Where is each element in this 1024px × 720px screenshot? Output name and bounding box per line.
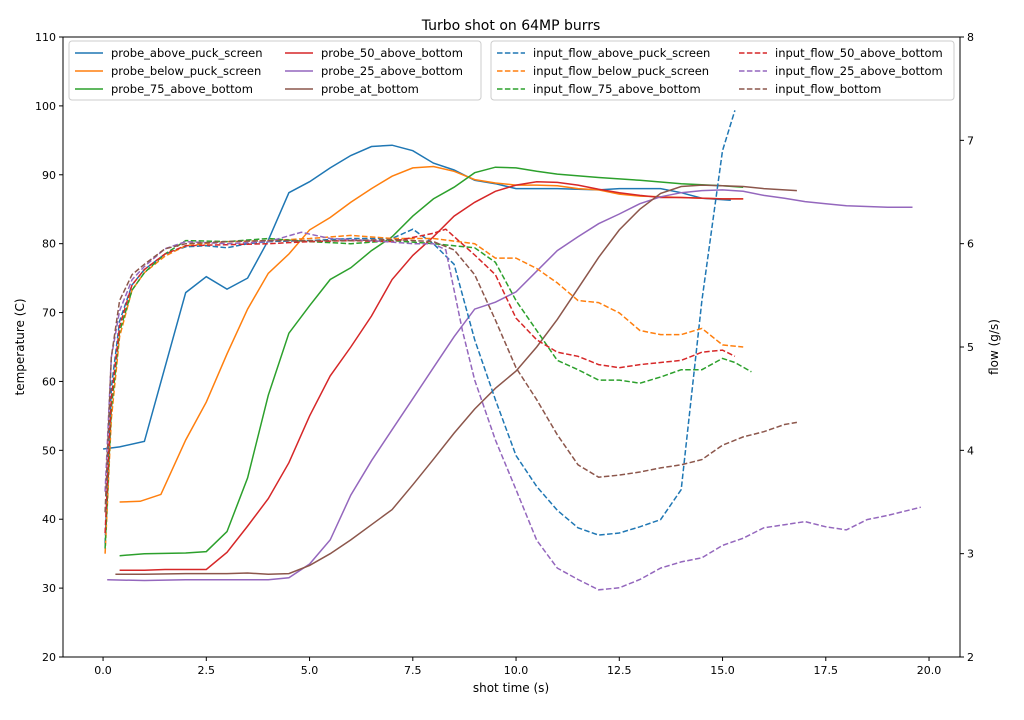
- legend-label: input_flow_50_above_bottom: [775, 46, 943, 60]
- series-line-input_flow_bottom: [104, 238, 798, 513]
- y-right-tick-label: 6: [967, 238, 974, 251]
- y-tick-label: 40: [42, 513, 56, 526]
- legend-box: [490, 40, 955, 101]
- x-tick-label: 7.5: [404, 664, 422, 677]
- y-tick-label: 90: [42, 169, 56, 182]
- y-tick-label: 30: [42, 582, 56, 595]
- series-line-probe_below_puck_screen: [119, 165, 744, 503]
- x-tick-label: 12.5: [607, 664, 632, 677]
- legend-layer: probe_above_puck_screen probe_below_puck_…: [68, 40, 955, 101]
- y-axis-label: temperature (C): [13, 299, 27, 396]
- y-tick-label: 70: [42, 307, 56, 320]
- x-tick-label: 10.0: [504, 664, 529, 677]
- y-right-tick-label: 8: [967, 31, 974, 44]
- legend-label: input_flow_bottom: [775, 82, 881, 96]
- y-right-tick-label: 5: [967, 341, 974, 354]
- x-tick-label: 17.5: [814, 664, 839, 677]
- y-tick-label: 20: [42, 651, 56, 664]
- legend-label: input_flow_above_puck_screen: [533, 46, 710, 60]
- axes-layer: 0.0 2.5 5.0 7.5 10.0 12.5 15.0 17.5 20.0 20 30 40 50…: [35, 31, 974, 677]
- x-tick-label: 15.0: [710, 664, 735, 677]
- x-axis-label: shot time (s): [473, 681, 549, 695]
- y-right-tick-label: 4: [967, 444, 974, 457]
- y-tick-label: 60: [42, 375, 56, 388]
- series-line-probe_above_puck_screen: [103, 144, 731, 450]
- legend-label: probe_below_puck_screen: [111, 64, 261, 78]
- legend-label: input_flow_below_puck_screen: [533, 64, 709, 78]
- chart-title: Turbo shot on 64MP burrs: [421, 18, 601, 34]
- y-right-tick-label: 3: [967, 548, 974, 561]
- legend-label: probe_75_above_bottom: [111, 82, 253, 96]
- y-right-tick-label: 2: [967, 651, 974, 664]
- x-tick-label: 5.0: [301, 664, 319, 677]
- series-layer: [103, 110, 921, 591]
- plot-frame: [62, 36, 961, 658]
- series-line-input_flow_above_puck_screen: [104, 110, 736, 544]
- series-line-probe_25_above_bottom: [107, 189, 913, 582]
- series-line-input_flow_50_above_bottom: [104, 228, 736, 534]
- legend-label: probe_above_puck_screen: [111, 46, 263, 60]
- x-tick-label: 2.5: [198, 664, 216, 677]
- legend-box: [68, 40, 482, 101]
- legend-label: probe_at_bottom: [321, 82, 419, 96]
- x-tick-label: 20.0: [917, 664, 942, 677]
- x-tick-label: 0.0: [94, 664, 112, 677]
- y-tick-label: 100: [35, 100, 56, 113]
- y-right-tick-label: 7: [967, 134, 974, 147]
- y-tick-label: 110: [35, 31, 56, 44]
- y-tick-label: 50: [42, 444, 56, 457]
- series-line-input_flow_25_above_bottom: [104, 231, 921, 591]
- legend-label: input_flow_75_above_bottom: [533, 82, 701, 96]
- series-line-probe_50_above_bottom: [119, 180, 744, 571]
- series-line-input_flow_below_puck_screen: [104, 234, 744, 554]
- series-line-probe_75_above_bottom: [119, 166, 744, 557]
- legend-label: probe_25_above_bottom: [321, 64, 463, 78]
- legend-label: probe_50_above_bottom: [321, 46, 463, 60]
- series-line-probe_at_bottom: [115, 184, 797, 576]
- y-right-axis-label: flow (g/s): [987, 319, 1001, 375]
- y-tick-label: 80: [42, 238, 56, 251]
- legend-label: input_flow_25_above_bottom: [775, 64, 943, 78]
- series-line-input_flow_75_above_bottom: [104, 237, 752, 549]
